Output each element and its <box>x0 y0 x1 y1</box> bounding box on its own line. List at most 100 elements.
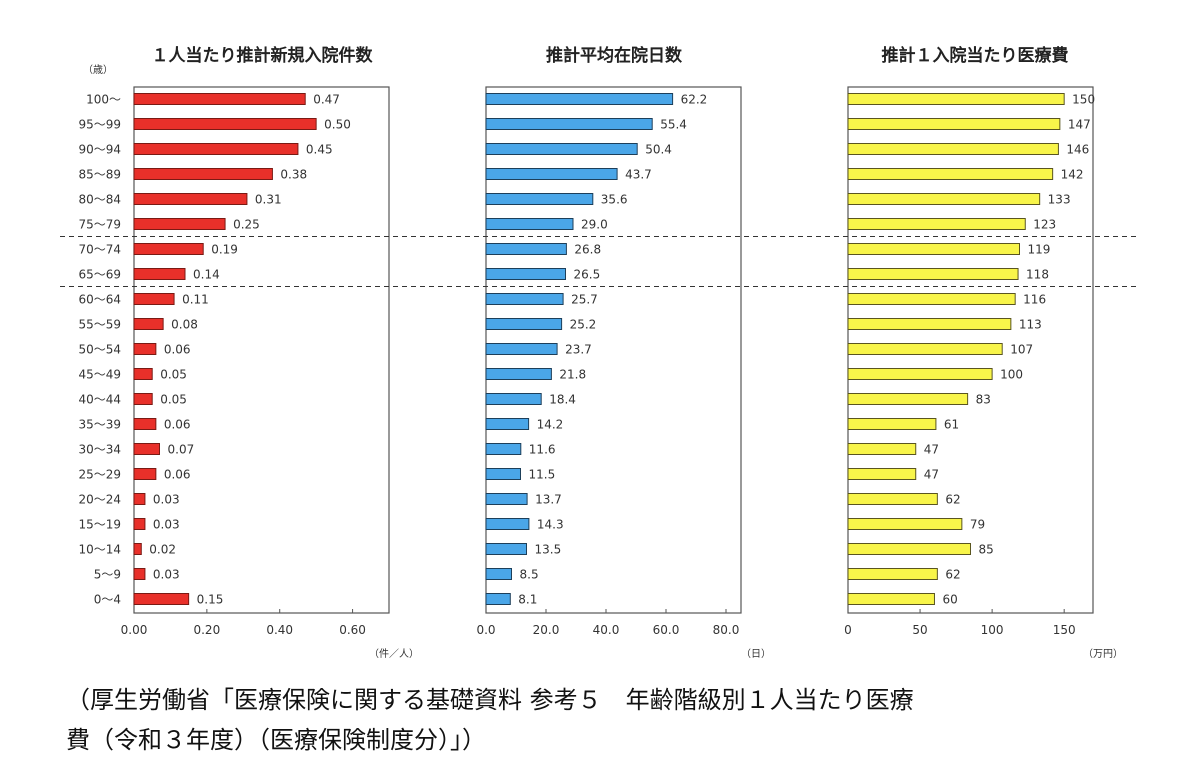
bar-55～59 <box>847 318 1012 330</box>
chart-figure: １人当たり推計新規入院件数 0.47 0.50 0.45 0.38 0.31 0.25 0.1… <box>60 45 1140 660</box>
value-label: 18.4 <box>549 393 576 407</box>
bar-5～9 <box>133 568 146 580</box>
bar-80～84 <box>133 193 248 205</box>
value-label: 11.6 <box>529 443 556 457</box>
x-tick-label: 100 <box>981 623 1004 637</box>
value-label: 25.7 <box>571 293 598 307</box>
value-label: 13.7 <box>535 493 562 507</box>
y-tick-label: 5～9 <box>94 568 121 582</box>
value-label: 11.5 <box>529 468 556 482</box>
y-tick-label: 55～59 <box>78 318 121 332</box>
bar-25～29 <box>133 468 157 480</box>
x-axis-unit: （件／人） <box>369 648 419 660</box>
value-label: 55.4 <box>660 118 687 132</box>
bar-10～14 <box>485 543 527 555</box>
value-label: 0.19 <box>211 243 238 257</box>
bar-80～84 <box>485 193 594 205</box>
bar-25～29 <box>847 468 917 480</box>
value-label: 13.5 <box>535 543 562 557</box>
value-label: 61 <box>944 418 959 432</box>
bar-65～69 <box>847 268 1019 280</box>
value-label: 146 <box>1066 143 1089 157</box>
value-label: 83 <box>976 393 991 407</box>
bar-0～4 <box>847 593 935 605</box>
bar-75～79 <box>485 218 574 230</box>
value-label: 147 <box>1068 118 1091 132</box>
bar-60～64 <box>485 293 564 305</box>
value-label: 118 <box>1026 268 1049 282</box>
y-axis-unit: （歳） <box>83 64 113 76</box>
y-tick-label: 70～74 <box>78 243 121 257</box>
bar-40～44 <box>133 393 153 405</box>
x-tick-label: 80.0 <box>713 623 740 637</box>
value-label: 0.05 <box>160 393 187 407</box>
bar-70～74 <box>133 243 204 255</box>
value-label: 8.1 <box>518 593 537 607</box>
bar-60～64 <box>133 293 175 305</box>
value-label: 0.15 <box>197 593 224 607</box>
chart-panel-2: 推計平均在院日数 62.2 55.4 50.4 43.7 35.6 29.0 26.8 26.5… <box>476 45 771 660</box>
value-label: 60 <box>942 593 957 607</box>
bar-70～74 <box>847 243 1020 255</box>
value-label: 23.7 <box>565 343 592 357</box>
bar-85～89 <box>133 168 273 180</box>
source-caption: （厚生労働省「医療保険に関する基礎資料 参考５ 年齢階級別１人当たり医療 費（令… <box>66 680 1176 760</box>
x-tick-label: 0.00 <box>121 623 148 637</box>
bar-25～29 <box>485 468 521 480</box>
y-tick-label: 40～44 <box>78 393 121 407</box>
value-label: 14.3 <box>537 518 564 532</box>
y-tick-label: 100～ <box>86 93 121 107</box>
bar-45～49 <box>485 368 552 380</box>
bar-15～19 <box>133 518 146 530</box>
bar-75～79 <box>847 218 1026 230</box>
x-tick-label: 0 <box>844 623 852 637</box>
value-label: 123 <box>1033 218 1056 232</box>
x-tick-label: 50 <box>912 623 927 637</box>
bar-20～24 <box>133 493 146 505</box>
bar-40～44 <box>847 393 969 405</box>
value-label: 0.50 <box>324 118 351 132</box>
value-label: 85 <box>979 543 994 557</box>
caption-line-2: 費（令和３年度）（医療保険制度分）」） <box>66 726 486 754</box>
y-tick-label: 90～94 <box>78 143 121 157</box>
bar-0～4 <box>133 593 190 605</box>
bar-10～14 <box>847 543 971 555</box>
bar-85～89 <box>485 168 618 180</box>
y-tick-label: 35～39 <box>78 418 121 432</box>
value-label: 62 <box>945 493 960 507</box>
y-tick-label: 95～99 <box>78 118 121 132</box>
y-tick-label: 85～89 <box>78 168 121 182</box>
bar-90～94 <box>485 143 638 155</box>
value-label: 0.31 <box>255 193 282 207</box>
y-tick-label: 25～29 <box>78 468 121 482</box>
value-label: 26.5 <box>574 268 601 282</box>
bar-20～24 <box>485 493 528 505</box>
value-label: 0.03 <box>153 568 180 582</box>
x-tick-label: 0.20 <box>193 623 220 637</box>
value-label: 21.8 <box>559 368 586 382</box>
x-tick-label: 0.40 <box>266 623 293 637</box>
value-label: 116 <box>1023 293 1046 307</box>
caption-line-1: （厚生労働省「医療保険に関する基礎資料 参考５ 年齢階級別１人当たり医療 <box>66 686 914 714</box>
bar-80～84 <box>847 193 1041 205</box>
value-label: 35.6 <box>601 193 628 207</box>
bar-100～ <box>847 93 1065 105</box>
value-label: 0.47 <box>313 93 340 107</box>
value-label: 29.0 <box>581 218 608 232</box>
x-tick-label: 0.0 <box>476 623 495 637</box>
value-label: 0.06 <box>164 418 191 432</box>
bar-100～ <box>133 93 306 105</box>
y-tick-label: 30～34 <box>78 443 121 457</box>
x-tick-label: 60.0 <box>653 623 680 637</box>
y-tick-label: 15～19 <box>78 518 121 532</box>
y-tick-label: 50～54 <box>78 343 121 357</box>
bar-30～34 <box>847 443 917 455</box>
x-tick-label: 40.0 <box>593 623 620 637</box>
value-label: 0.06 <box>164 343 191 357</box>
value-label: 107 <box>1010 343 1033 357</box>
y-tick-label: 65～69 <box>78 268 121 282</box>
chart-title: 推計平均在院日数 <box>546 45 683 66</box>
value-label: 50.4 <box>645 143 672 157</box>
value-label: 43.7 <box>625 168 652 182</box>
value-label: 0.45 <box>306 143 333 157</box>
